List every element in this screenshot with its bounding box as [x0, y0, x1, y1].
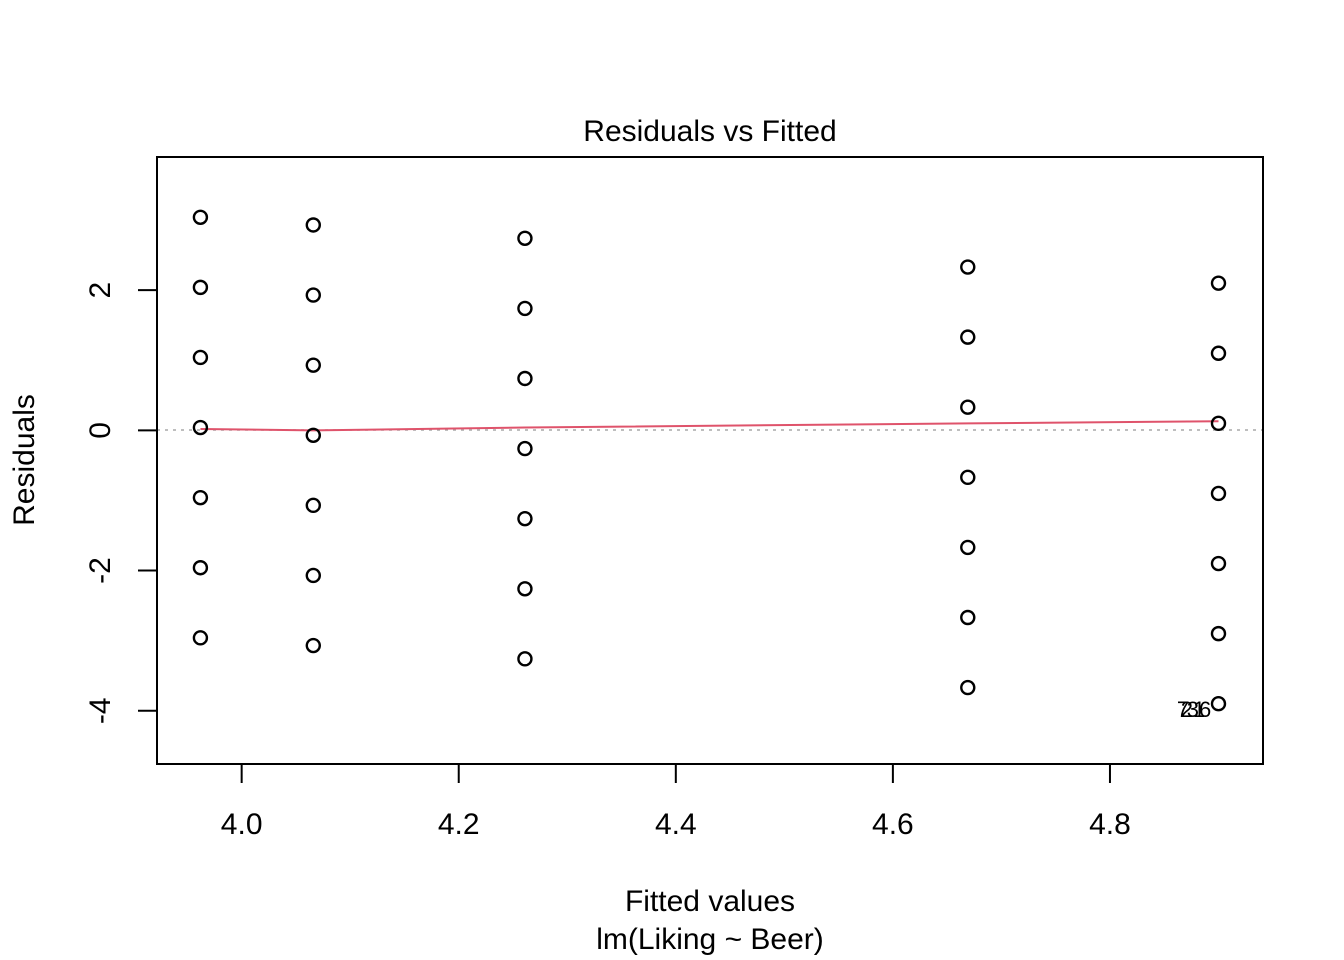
residual-point: [192, 419, 209, 436]
residual-point: [517, 651, 533, 667]
residual-point: [1210, 696, 1227, 712]
residual-point: [305, 567, 321, 584]
residual-point: [305, 427, 321, 443]
residual-point: [305, 287, 321, 303]
residual-point: [192, 489, 209, 506]
residual-point: [192, 279, 209, 296]
residual-point: [1210, 555, 1227, 572]
residual-point: [517, 510, 533, 527]
x-tick-label: 4.6: [872, 808, 914, 841]
residual-point: [960, 679, 976, 696]
y-tick-label: -4: [84, 697, 117, 724]
residual-point: [305, 357, 321, 373]
residual-points: [192, 209, 1227, 712]
residual-point: [1210, 275, 1227, 291]
y-tick-label: 2: [84, 282, 117, 299]
residual-point: [305, 497, 321, 514]
residual-point: [960, 399, 976, 415]
y-tick-label: -2: [84, 557, 117, 584]
x-tick-label: 4.0: [221, 808, 263, 841]
residual-point: [1210, 485, 1227, 502]
x-tick-label: 4.4: [655, 808, 697, 841]
y-axis: -4 -2 0 2: [84, 282, 157, 724]
point-annotation: 7 21 36: [1177, 697, 1211, 722]
x-tick-label: 4.2: [438, 808, 480, 841]
smoother-line: [200, 420, 1219, 432]
residual-point: [1210, 345, 1227, 361]
x-axis-label: Fitted values: [625, 885, 795, 918]
residual-point: [517, 440, 533, 457]
residual-point: [305, 217, 321, 233]
residual-point: [305, 637, 321, 654]
y-axis-label: Residuals: [8, 394, 41, 526]
residual-point: [517, 300, 533, 317]
y-tick-label: 0: [84, 422, 117, 439]
residual-point: [960, 259, 976, 275]
residual-point: [192, 630, 209, 646]
residual-point: [960, 329, 976, 345]
x-axis-sublabel: lm(Liking ~ Beer): [596, 923, 824, 956]
point-label-7: 7: [1177, 697, 1189, 722]
residual-point: [192, 209, 209, 225]
residual-point: [960, 539, 976, 556]
residual-point: [517, 230, 533, 247]
point-label-21: 21: [1181, 697, 1205, 722]
residual-point: [1210, 415, 1227, 432]
chart-title: Residuals vs Fitted: [583, 115, 836, 148]
plot-frame: [156, 156, 1264, 765]
residual-point: [517, 581, 533, 597]
residual-point: [192, 349, 209, 366]
point-label-36: 36: [1187, 697, 1211, 722]
residual-point: [960, 469, 976, 486]
residual-point: [1210, 625, 1227, 642]
x-axis: 4.0 4.2 4.4 4.6 4.8: [221, 764, 1131, 841]
residual-point: [517, 370, 533, 387]
residual-point: [960, 609, 976, 626]
residual-point: [192, 560, 209, 576]
x-tick-label: 4.8: [1089, 808, 1131, 841]
